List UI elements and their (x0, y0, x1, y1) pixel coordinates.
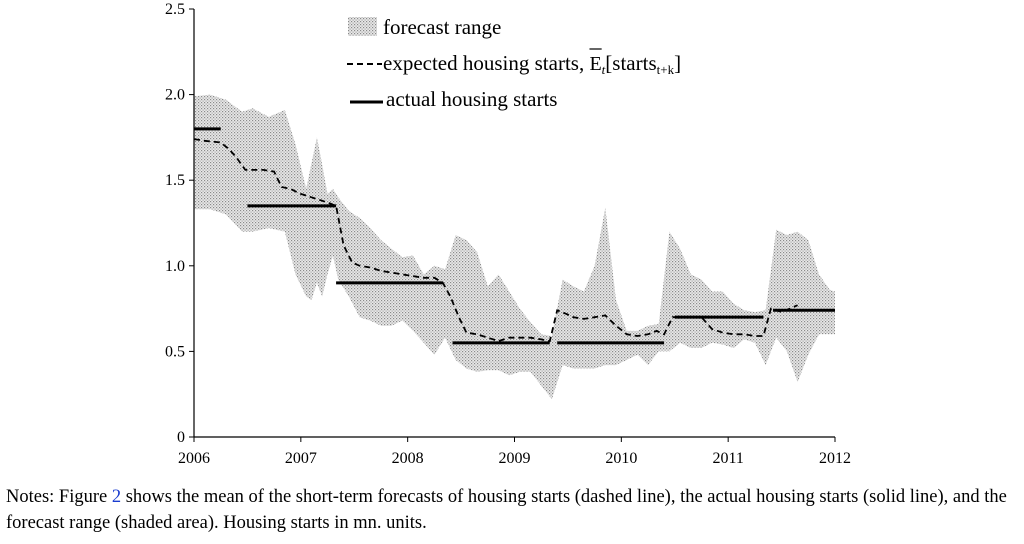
legend-swatch-forecast-range (348, 17, 377, 36)
y-tick-label: 0.5 (165, 343, 185, 360)
y-tick-label: 1.0 (165, 258, 185, 275)
y-tick-label: 1.5 (165, 172, 185, 189)
x-tick-label: 2007 (285, 450, 317, 467)
figure-reference-link[interactable]: 2 (111, 487, 122, 507)
expected-starts-line (193, 138, 798, 343)
x-tick-label: 2009 (499, 450, 531, 467)
x-tick-label: 2012 (819, 450, 851, 467)
housing-starts-chart: 0 0.5 1.0 1.5 2.0 2.5 2006 2007 2008 2009 2010 2011… (165, 1, 851, 467)
y-tick-label: 0 (177, 429, 185, 446)
forecast-range-band (194, 94, 835, 400)
y-tick-label: 2.5 (165, 1, 185, 18)
expectation-symbol: E (589, 53, 601, 75)
x-tick-label: 2008 (392, 450, 424, 467)
legend-label-expected: expected housing starts, Et[startst+k] (383, 51, 681, 77)
figure-notes: Notes: Figure 2 shows the mean of the sh… (6, 487, 1007, 533)
y-tick-label: 2.0 (165, 87, 185, 104)
x-tick-label: 2010 (605, 450, 637, 467)
x-tick-label: 2011 (712, 450, 743, 467)
legend-label-forecast-range: forecast range (383, 15, 501, 39)
legend: forecast range expected housing starts, … (347, 15, 681, 111)
x-tick-label: 2006 (178, 450, 210, 467)
legend-label-actual: actual housing starts (386, 87, 557, 111)
